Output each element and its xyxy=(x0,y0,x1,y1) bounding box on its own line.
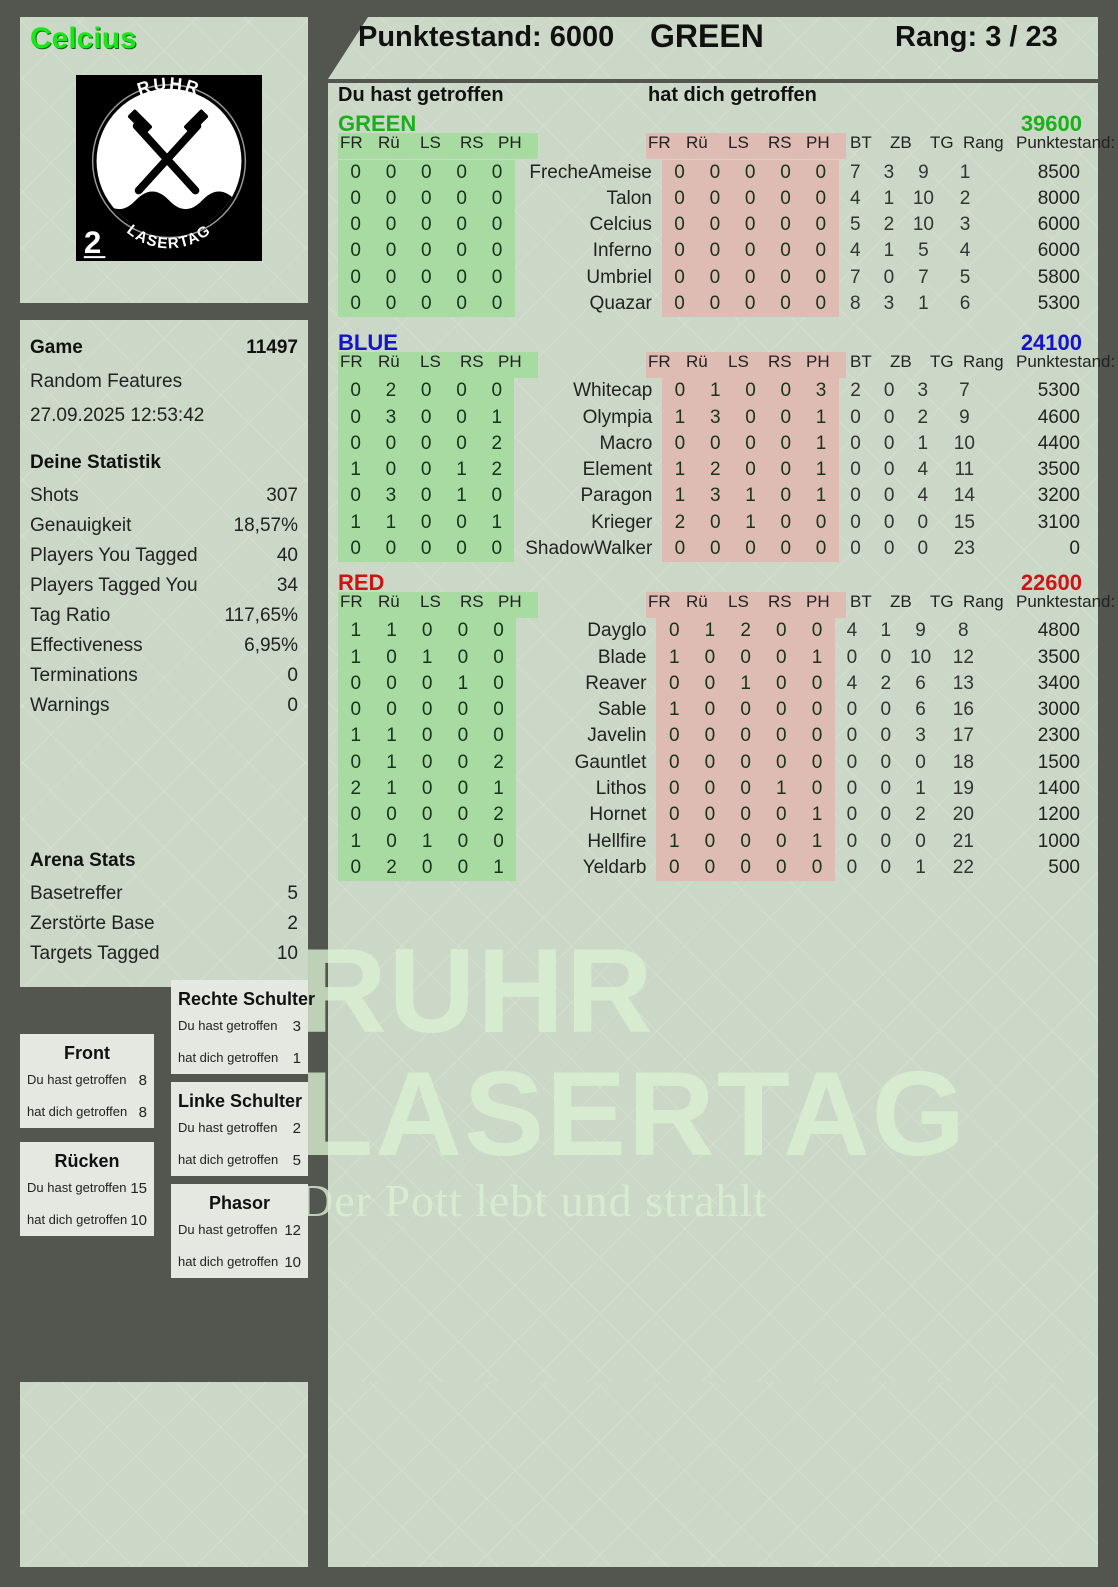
svg-text:2: 2 xyxy=(84,225,101,260)
